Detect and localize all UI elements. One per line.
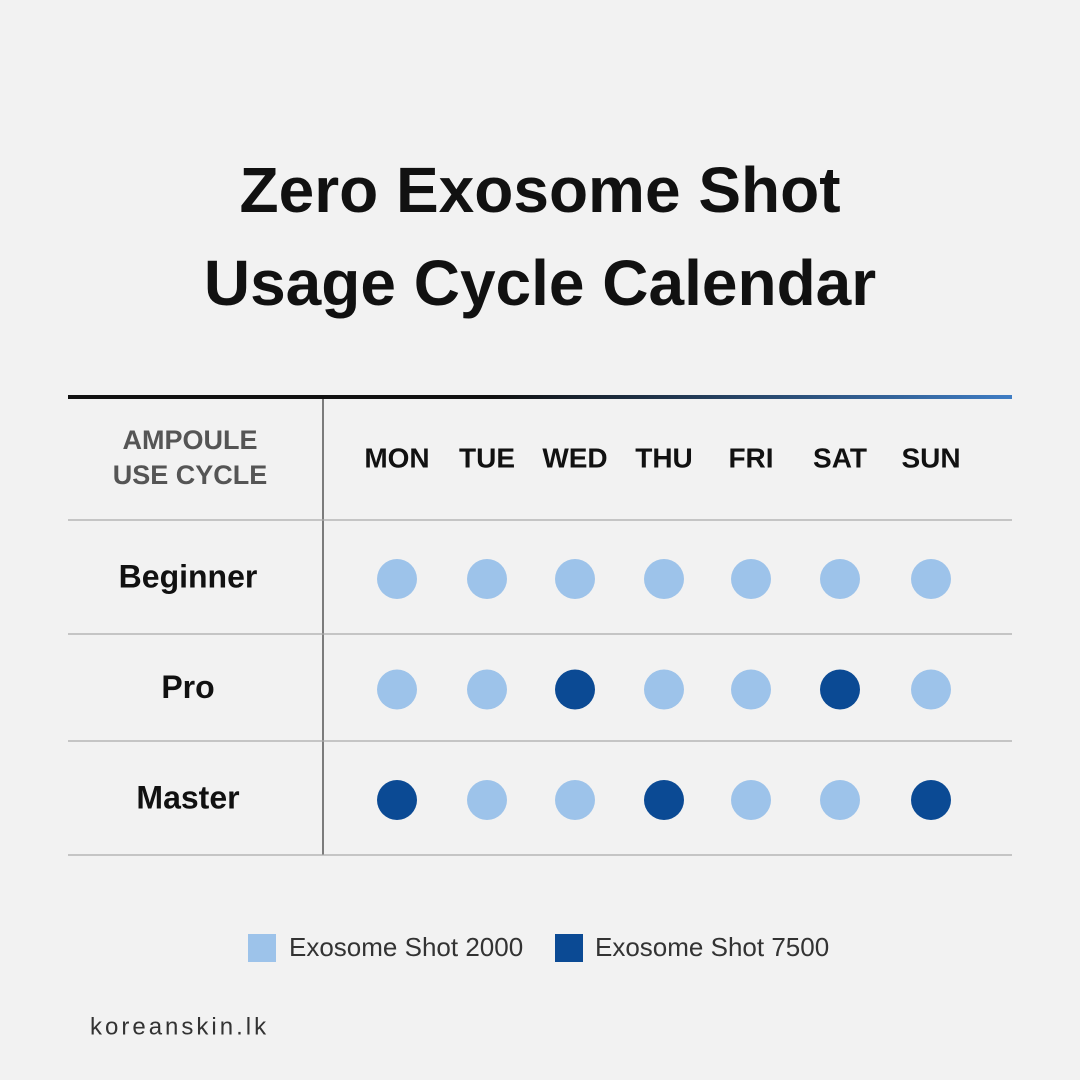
title-line: Usage Cycle Calendar [204,247,876,319]
title-line: Zero Exosome Shot [240,154,841,226]
usage-dot [820,669,860,710]
legend-label: Exosome Shot 7500 [595,932,829,962]
day-header: WED [542,442,607,473]
legend-label: Exosome Shot 2000 [289,932,523,962]
day-header: SAT [813,442,867,473]
usage-dot [731,559,771,599]
usage-dot [911,559,951,599]
day-header: THU [635,442,693,473]
usage-dot [467,559,507,599]
usage-dot [467,669,507,710]
legend-swatch [248,934,276,962]
usage-dot [731,669,771,710]
usage-dot [644,559,684,599]
legend-swatch [555,934,583,962]
day-header: TUE [459,442,515,473]
usage-dot [377,669,417,710]
corner-label: USE CYCLE [113,460,268,490]
day-header: MON [364,442,429,473]
usage-dot [467,780,507,820]
usage-dot [377,559,417,599]
row-label: Pro [161,669,214,705]
usage-dot [911,669,951,710]
usage-dot [555,669,595,710]
usage-dot [911,780,951,820]
footer: koreanskin.lk [90,1013,269,1040]
usage-dot [820,780,860,820]
usage-dot [377,780,417,820]
day-header: FRI [728,442,773,473]
row-label: Beginner [119,558,258,594]
day-header: SUN [901,442,960,473]
top-rule [68,395,1012,399]
corner-label: AMPOULE [123,425,258,455]
usage-dot [820,559,860,599]
usage-dot [731,780,771,820]
usage-dot [555,780,595,820]
usage-dot [644,669,684,710]
row-label: Master [136,779,239,815]
usage-dot [644,780,684,820]
usage-dot [555,559,595,599]
